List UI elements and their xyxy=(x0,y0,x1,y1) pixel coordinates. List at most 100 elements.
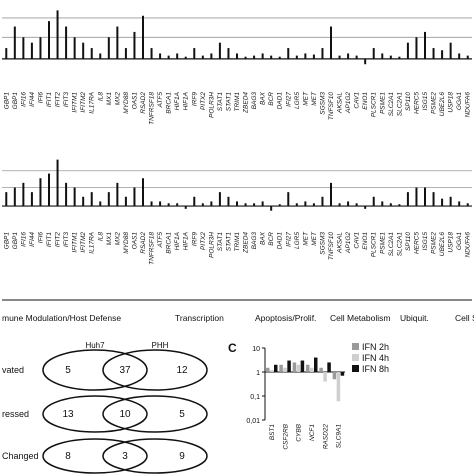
bar xyxy=(347,201,350,207)
bar xyxy=(336,372,341,402)
bar xyxy=(381,53,384,59)
x-tick-label: HIF1A xyxy=(183,232,190,250)
x-tick-label: ATF5 xyxy=(157,232,164,249)
bar xyxy=(210,53,213,59)
row-label: vated xyxy=(2,365,24,375)
x-tick-label: CAV1 xyxy=(354,92,361,109)
bar xyxy=(381,201,384,207)
venn-count: 9 xyxy=(179,451,185,462)
bar xyxy=(432,48,435,59)
x-tick-label: DAD1 xyxy=(277,232,284,250)
x-tick-label: GBP1 xyxy=(3,232,10,250)
x-tick-label: DAD1 xyxy=(277,92,284,110)
bar xyxy=(449,196,452,207)
x-tick-label: TNFRSF18 xyxy=(149,232,156,265)
bar xyxy=(39,37,42,59)
bar xyxy=(415,37,418,59)
bar xyxy=(99,53,102,59)
x-tick-label: STAT1 xyxy=(225,232,232,252)
x-tick-label: MX2 xyxy=(114,92,121,106)
bar xyxy=(56,10,59,59)
bar xyxy=(73,187,76,207)
bar xyxy=(30,192,33,207)
legend-label: IFN 4h xyxy=(362,353,389,363)
venn-count: 13 xyxy=(62,409,74,420)
group-label: Cell Metabolism xyxy=(330,313,390,323)
bar xyxy=(330,182,332,207)
group-label: Ubiquit. xyxy=(400,313,429,323)
x-tick-label: OAS1 xyxy=(131,232,138,250)
bar xyxy=(270,206,273,211)
venn-left xyxy=(42,438,148,474)
x-tick-label: MYD88 xyxy=(123,232,130,254)
bar xyxy=(133,187,136,207)
bar xyxy=(458,53,461,59)
x-tick-label: GBP1 xyxy=(12,232,19,250)
legend-swatch xyxy=(352,365,359,372)
bar xyxy=(287,360,291,372)
bar xyxy=(458,201,461,207)
x-tick-label: LGR5 xyxy=(294,92,301,109)
bar xyxy=(261,201,264,207)
bar xyxy=(338,203,341,207)
x-tick-label: NDUFA6 xyxy=(465,232,472,258)
bar xyxy=(201,203,204,207)
x-tick-label: TNFSF10 xyxy=(328,232,335,261)
x-tick-label: AKSAL xyxy=(337,92,344,114)
bar xyxy=(227,48,230,59)
bar xyxy=(364,58,367,65)
x-tick-label: ISG15 xyxy=(422,232,429,251)
x-tick-label: IFI6 xyxy=(37,92,44,104)
bar xyxy=(266,367,270,372)
bar xyxy=(323,372,327,382)
x-tick-label: IFIT2 xyxy=(55,92,62,108)
x-tick-label: SLC2A1 xyxy=(396,232,403,257)
y-tick-label: 1 xyxy=(256,370,260,377)
venn-right xyxy=(102,438,208,474)
x-tick-label: IFIT3 xyxy=(63,232,70,248)
x-tick-label: STAT1 xyxy=(217,232,224,252)
x-tick-label: RSAD2 xyxy=(140,92,147,114)
x-tick-label: ATF5 xyxy=(157,92,164,109)
bar xyxy=(99,201,102,207)
bar xyxy=(355,55,358,59)
bar xyxy=(82,196,85,207)
x-tick-label: CSF2RB xyxy=(282,423,289,449)
group-label: Cell S xyxy=(455,313,474,323)
bar xyxy=(287,48,290,59)
x-tick-label: HIF1A xyxy=(174,232,181,250)
x-tick-label: GBP1 xyxy=(3,92,10,110)
bar xyxy=(30,42,33,59)
x-tick-label: TRIM1 xyxy=(234,232,241,252)
x-tick-label: USP18 xyxy=(448,232,455,253)
bar xyxy=(406,192,409,207)
bar xyxy=(398,56,401,59)
x-tick-label: GGA1 xyxy=(456,232,463,250)
bar xyxy=(142,178,144,207)
bar xyxy=(321,48,324,59)
bar xyxy=(73,37,76,59)
venn-right xyxy=(102,395,208,433)
x-tick-label: TNFRSF18 xyxy=(149,92,156,125)
bar xyxy=(292,362,297,372)
x-tick-label: TNFSF10 xyxy=(328,92,335,121)
bar xyxy=(441,50,444,59)
set-label: PHH xyxy=(152,341,169,350)
x-tick-label: GBP1 xyxy=(12,92,19,110)
x-tick-label: AKSAL xyxy=(337,232,344,254)
x-tick-label: ENO1 xyxy=(362,92,369,110)
y-tick-label: 0,1 xyxy=(250,394,260,401)
x-tick-label: POLR3H xyxy=(208,92,215,118)
bar xyxy=(244,56,247,59)
x-tick-label: HIF1A xyxy=(183,92,190,110)
x-tick-label: IFI44 xyxy=(29,232,36,247)
x-tick-label: MET xyxy=(302,231,309,246)
x-tick-label: BAX xyxy=(260,231,267,245)
bar xyxy=(424,31,426,59)
bar xyxy=(261,53,264,59)
x-tick-label: IFI27 xyxy=(285,232,292,247)
venn-count: 12 xyxy=(176,365,188,376)
bar xyxy=(283,367,287,372)
legend-label: IFN 8h xyxy=(362,364,389,374)
